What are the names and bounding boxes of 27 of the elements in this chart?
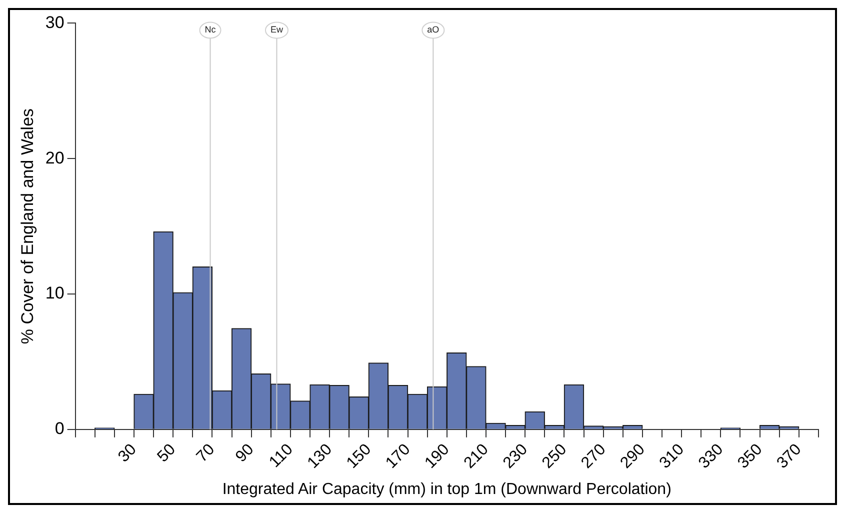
x-tick-label: 50: [154, 440, 180, 466]
x-tick-label: 310: [656, 440, 688, 472]
x-tick-label: 290: [617, 440, 648, 472]
ref-line-label: Nc: [204, 24, 216, 35]
x-tick-label: 150: [344, 440, 375, 472]
x-tick-label: 230: [500, 440, 532, 472]
y-tick-label: 30: [45, 12, 64, 32]
y-tick-label: 10: [45, 284, 64, 303]
x-tick-label: 90: [232, 440, 258, 466]
y-tick-label: 20: [45, 148, 64, 168]
x-tick-label: 70: [194, 440, 218, 466]
x-tick-label: 130: [304, 440, 336, 472]
x-tick-label: 350: [734, 440, 766, 472]
ref-line-label: aO: [427, 24, 440, 35]
x-tick-label: 170: [382, 440, 414, 472]
x-tick-label: 110: [266, 440, 296, 472]
x-tick-label: 330: [696, 440, 727, 472]
y-axis-title: % Cover of England and Wales: [18, 108, 37, 344]
x-tick-label: 270: [578, 440, 610, 472]
x-tick-label: 190: [422, 440, 453, 472]
x-tick-label: 210: [461, 440, 492, 472]
x-tick-label: 370: [774, 440, 805, 472]
x-tick-label: 250: [539, 440, 570, 472]
x-axis-title: Integrated Air Capacity (mm) in top 1m (Downward Percolation): [222, 480, 672, 498]
y-tick-label: 0: [54, 419, 64, 438]
ref-line-label: Ew: [270, 24, 284, 35]
x-tick-label: 30: [115, 440, 140, 466]
